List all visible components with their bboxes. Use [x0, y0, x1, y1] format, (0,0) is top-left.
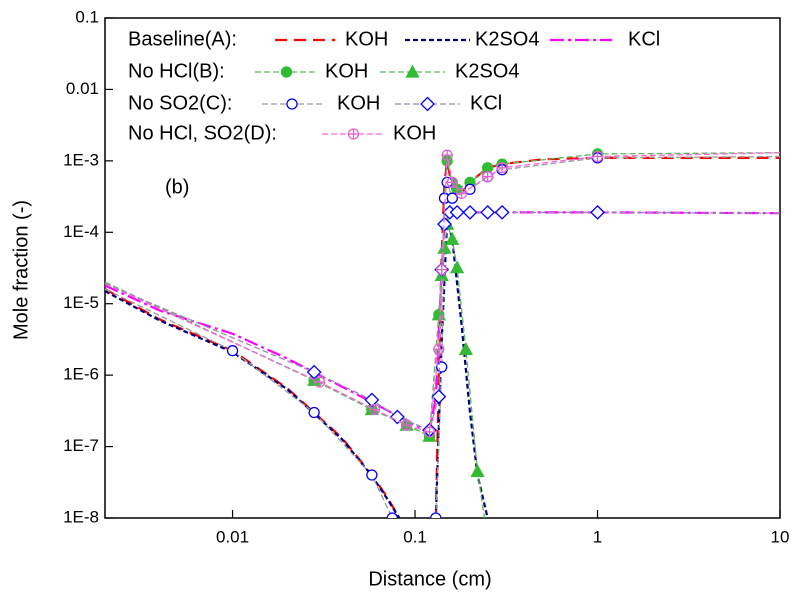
marker [286, 98, 298, 110]
marker [280, 66, 293, 78]
marker [590, 204, 605, 220]
marker [405, 64, 420, 78]
marker [431, 307, 446, 321]
marker [420, 96, 435, 112]
legend-label: KCl [470, 92, 502, 114]
legend-group-label: No HCl(B): [128, 60, 225, 82]
marker [446, 192, 458, 204]
marker [431, 389, 447, 405]
y-tick-label: 0.1 [75, 7, 99, 26]
marker [386, 512, 398, 518]
x-tick-label: 1 [593, 527, 602, 546]
marker [436, 264, 448, 276]
series-line [105, 152, 780, 433]
y-tick-label: 1E-7 [63, 436, 99, 455]
marker [441, 149, 453, 161]
legend-label: KOH [337, 92, 380, 114]
marker [436, 361, 448, 373]
legend-group-label: No HCl, SO2(D): [128, 122, 277, 144]
marker [446, 176, 458, 188]
series-line [105, 219, 489, 518]
marker [430, 512, 442, 518]
x-tick-label: 0.1 [403, 527, 427, 546]
y-axis-label: Mole fraction (-) [10, 200, 32, 340]
legend-label: K2SO4 [455, 60, 519, 82]
legend-group-label: Baseline(A): [128, 28, 237, 50]
marker [389, 409, 405, 425]
legend-label: K2SO4 [475, 28, 539, 50]
marker [433, 343, 445, 355]
y-tick-label: 1E-5 [63, 293, 99, 312]
marker [313, 376, 326, 388]
y-tick-label: 0.01 [66, 79, 99, 98]
marker [591, 150, 604, 163]
annotation: (b) [165, 176, 189, 198]
legend-label: KOH [393, 122, 436, 144]
marker [458, 341, 473, 355]
marker [482, 171, 494, 183]
marker [455, 187, 468, 199]
marker [470, 463, 485, 477]
marker [368, 403, 381, 416]
marker [462, 204, 478, 220]
marker [364, 392, 380, 408]
plot-frame [104, 17, 781, 519]
plot-area [105, 148, 780, 518]
x-tick-label: 0.01 [216, 527, 249, 546]
marker [308, 406, 320, 419]
x-axis-label: Distance (cm) [368, 568, 491, 590]
marker [449, 204, 465, 220]
marker [480, 204, 496, 220]
legend-group-label: No SO2(C): [128, 92, 232, 114]
marker [366, 469, 378, 481]
marker [496, 162, 508, 174]
y-tick-label: 1E-3 [63, 150, 99, 169]
legend-label: KCl [628, 28, 660, 50]
y-tick-label: 1E-6 [63, 365, 99, 384]
y-tick-label: 1E-4 [63, 222, 99, 241]
marker [347, 128, 360, 140]
marker [401, 419, 413, 431]
marker [449, 260, 465, 274]
marker [423, 426, 436, 438]
legend-label: KOH [345, 28, 388, 50]
marker [437, 240, 452, 254]
marker [437, 216, 452, 232]
marker [306, 364, 322, 380]
marker [226, 345, 239, 357]
y-tick-label: 1E-8 [63, 507, 99, 526]
marker [494, 204, 510, 220]
marker [445, 231, 460, 245]
x-tick-label: 10 [771, 527, 790, 546]
legend-label: KOH [325, 60, 368, 82]
